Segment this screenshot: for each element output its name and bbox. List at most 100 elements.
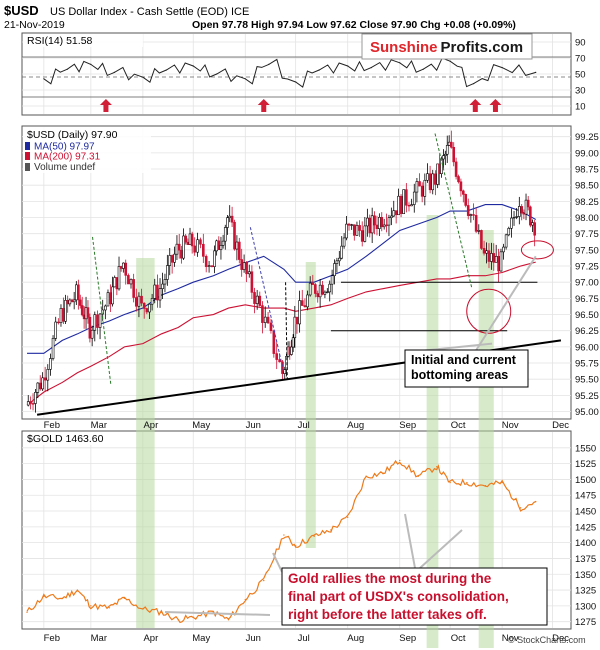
usd-candle-body: [213, 250, 216, 267]
usd-candle-body: [526, 199, 530, 208]
usd-y-tick: 98.50: [575, 181, 599, 192]
usd-candle-body: [43, 377, 47, 381]
usd-candle-body: [41, 377, 44, 390]
usd-candle-body: [134, 297, 138, 307]
usd-candle-body: [168, 255, 172, 266]
usd-candle-body: [80, 305, 84, 316]
usd-candle-body: [338, 257, 341, 262]
x-tick-nov: Nov: [502, 420, 519, 431]
gold-point-16: [283, 534, 285, 536]
usd-candle-body: [368, 217, 372, 234]
usd-candle-body: [330, 275, 334, 285]
rsi-point-9: [244, 78, 246, 80]
usd-candle-body: [132, 279, 135, 298]
gold-point-2: [43, 595, 45, 598]
usd-candle-body: [90, 329, 94, 339]
usd-candle-body: [272, 330, 276, 354]
usd-candle-body: [245, 262, 248, 275]
usd-candle-body: [366, 217, 369, 227]
highlight-band-3: [426, 215, 439, 648]
highlight-band-2: [305, 262, 316, 548]
usd-candle-body: [494, 255, 498, 263]
usd-candle-body: [412, 191, 416, 205]
usd-candle-body: [86, 307, 90, 318]
usd-candle-body: [345, 223, 348, 239]
rsi-point-11: [295, 81, 297, 83]
x-tick-oct: Oct: [451, 420, 466, 431]
usd-y-tick: 95.00: [575, 407, 599, 418]
usd-candle-body: [442, 155, 445, 160]
ma50-series: [27, 204, 537, 354]
x-tick-may: May: [192, 633, 210, 644]
x-tick-feb: Feb: [44, 420, 60, 431]
usd-candle-body: [350, 224, 353, 226]
usd-candle-body: [459, 181, 463, 192]
usd-y-tick: 97.25: [575, 262, 599, 273]
usd-candle-body: [311, 282, 315, 285]
usd-candle-body: [342, 237, 346, 247]
usd-candle-body: [196, 239, 199, 253]
usd-candle-body: [173, 253, 176, 263]
highlight-band-4: [478, 230, 494, 648]
usd-candle-body: [137, 295, 141, 307]
watermark: © StockCharts.com: [508, 635, 586, 645]
usd-candle-body: [153, 284, 157, 299]
usd-candle-body: [78, 299, 82, 306]
usd-candle-body: [347, 223, 351, 226]
usd-candle-body: [510, 217, 513, 229]
usd-candle-body: [228, 215, 232, 219]
usd-candle-body: [363, 225, 367, 242]
usd-candle-body: [482, 248, 486, 254]
usd-candle-body: [480, 230, 483, 249]
usd-candle-body: [247, 271, 251, 275]
usd-candle-body: [283, 369, 287, 374]
usd-y-tick: 99.25: [575, 132, 599, 143]
usd-candle-body: [26, 401, 30, 406]
usd-candle-body: [219, 245, 223, 250]
usd-candle-body: [115, 277, 119, 290]
usd-candle-body: [512, 216, 516, 219]
rsi-point-8: [216, 73, 218, 75]
x-tick-sep: Sep: [399, 420, 416, 431]
gold-pointer-2: [272, 552, 283, 573]
brand-box: [361, 33, 533, 60]
usd-title: $USD (Daily) 97.90: [27, 129, 118, 141]
gold-title: $GOLD 1463.60: [27, 433, 104, 445]
x-tick-jul: Jul: [298, 633, 310, 644]
ma50-legend-swatch: [25, 142, 30, 150]
gold-point-28: [484, 485, 487, 487]
ma50-legend: MA(50) 97.97: [34, 142, 95, 153]
gold-point-19: [330, 529, 332, 531]
usd-candle-body: [428, 173, 432, 191]
gold-y-tick: 1550: [575, 443, 596, 454]
gold-pointer-3: [404, 513, 416, 569]
usd-candle-body: [300, 300, 304, 306]
usd-candle-body: [235, 241, 239, 250]
rsi-arrow-1: [99, 99, 112, 112]
usd-candle-body: [333, 263, 336, 277]
usd-candle-body: [485, 250, 488, 254]
usd-candle-body: [378, 217, 381, 229]
rsi-point-10: [268, 63, 270, 65]
rsi-point-2: [66, 68, 68, 70]
usd-candle-body: [70, 299, 74, 303]
usd-candle-body: [266, 316, 270, 324]
usd-candle-body: [472, 214, 475, 216]
gold-y-axis: 1275 1300 1325 1350 1375 1400 1425 1450 1475 1500…: [575, 443, 596, 628]
usd-candle-body: [450, 141, 453, 148]
usd-candle-body: [387, 217, 391, 226]
rsi-point-4: [113, 71, 115, 73]
usd-candle-body: [240, 259, 243, 270]
usd-candle-body: [291, 337, 295, 348]
usd-candle-body: [72, 299, 76, 303]
usd-candle-body: [533, 222, 536, 236]
usd-candle-body: [145, 308, 149, 313]
gold-point-15: [263, 579, 265, 582]
x-tick-aug: Aug: [347, 420, 364, 431]
x-tick-nov: Nov: [502, 633, 519, 644]
gold-pointer-1: [164, 611, 271, 616]
usd-candle-body: [163, 279, 167, 285]
usd-y-tick: 96.50: [575, 310, 599, 321]
usd-candle-body: [423, 179, 427, 197]
